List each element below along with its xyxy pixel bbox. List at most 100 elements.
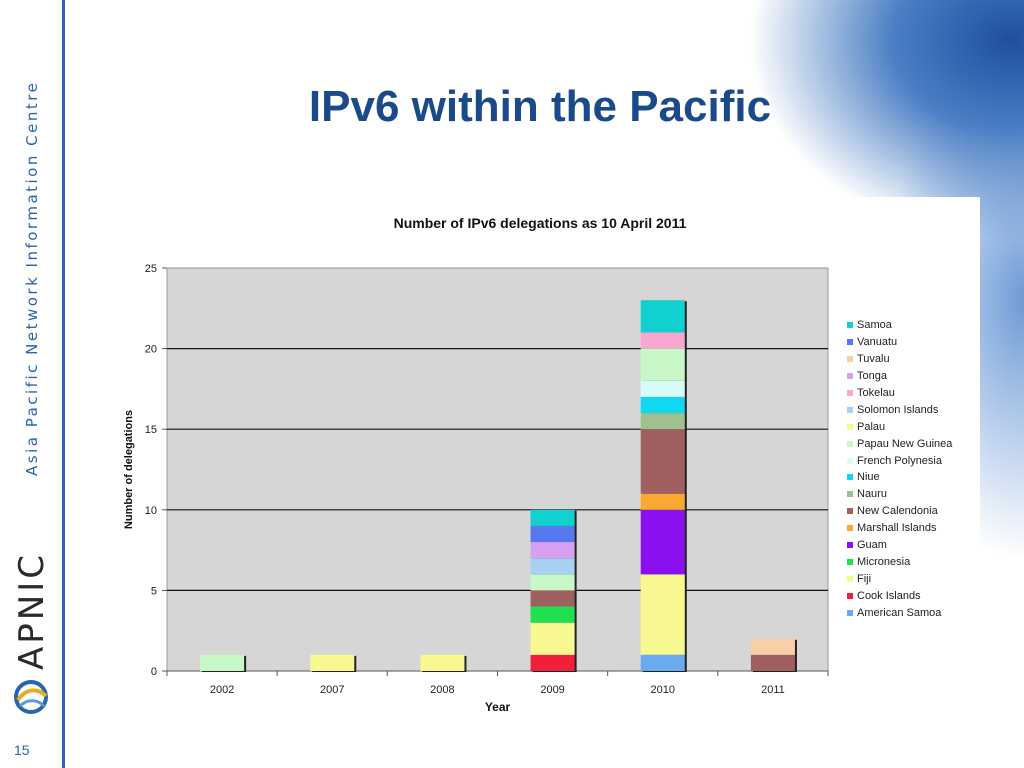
bar-segment <box>420 654 465 671</box>
y-tick-label: 25 <box>145 263 157 275</box>
y-axis-label: Number of delegations <box>123 410 135 529</box>
legend-label: Marshall Islands <box>857 522 937 535</box>
bar-segment <box>640 654 685 671</box>
legend-swatch <box>847 592 853 599</box>
x-tick-label: 2007 <box>320 684 344 696</box>
legend-swatch <box>847 491 853 498</box>
legend-item: American Samoa <box>847 604 977 621</box>
legend-swatch <box>847 339 853 346</box>
legend-swatch <box>847 356 853 363</box>
legend-item: French Polynesia <box>847 452 977 469</box>
slide-title: IPv6 within the Pacific <box>308 82 772 131</box>
legend-label: Solomon Islands <box>857 403 939 416</box>
x-tick-label: 2008 <box>430 684 454 696</box>
chart-legend: Samoa Vanuatu Tuvalu Tonga Tokelau Solomon Is… <box>847 317 977 621</box>
bar-segment <box>750 654 795 671</box>
legend-item: Guam <box>847 537 977 554</box>
legend-item: Niue <box>847 469 977 486</box>
legend-item: Tuvalu <box>847 351 977 368</box>
legend-swatch <box>847 440 853 447</box>
bar-segment <box>640 413 685 430</box>
bar-segment <box>310 654 355 671</box>
legend-item: Micronesia <box>847 553 977 570</box>
y-tick-label: 10 <box>145 505 157 517</box>
stacked-bar-chart: Number of IPv6 delegations as 10 April 2… <box>123 215 829 714</box>
legend-label: French Polynesia <box>857 454 942 467</box>
legend-swatch <box>847 406 853 413</box>
y-tick-label: 0 <box>151 666 157 678</box>
legend-swatch <box>847 474 853 481</box>
legend-item: Vanuatu <box>847 334 977 351</box>
bar-segment <box>640 380 685 397</box>
organization-name: Asia Pacific Network Information Centre <box>23 80 41 476</box>
y-tick-label: 15 <box>145 424 157 436</box>
legend-label: Niue <box>857 471 880 484</box>
bar-segment <box>530 525 575 543</box>
apnic-logo-icon <box>14 680 48 714</box>
chart-panel: Number of IPv6 delegations as 10 April 2… <box>100 197 980 720</box>
bar-segment <box>530 509 575 526</box>
bar-segment <box>530 574 575 591</box>
legend-label: Fiji <box>857 572 872 585</box>
bar-segment <box>640 509 685 575</box>
left-branding-band <box>0 0 65 768</box>
legend-swatch <box>847 373 853 380</box>
bar-segment <box>530 606 575 623</box>
bar-segment <box>530 590 575 607</box>
legend-item: Cook Islands <box>847 587 977 604</box>
legend-item: Tokelau <box>847 385 977 402</box>
legend-label: Micronesia <box>857 555 911 568</box>
legend-item: Palau <box>847 418 977 435</box>
legend-swatch <box>847 457 853 464</box>
legend-label: Tonga <box>857 370 887 383</box>
bar-segment <box>640 429 685 494</box>
bar-segment <box>640 300 685 333</box>
legend-label: Papau New Guinea <box>857 437 953 450</box>
legend-label: Samoa <box>857 319 892 332</box>
legend-item: Papau New Guinea <box>847 435 977 452</box>
legend-swatch <box>847 558 853 565</box>
legend-swatch <box>847 609 853 616</box>
legend-item: Fiji <box>847 570 977 587</box>
bar-segment <box>530 654 575 671</box>
legend-swatch <box>847 322 853 329</box>
x-tick-label: 2011 <box>761 684 785 696</box>
apnic-wordmark-text: APNIC <box>12 552 52 670</box>
legend-item: New Calendonia <box>847 503 977 520</box>
legend-label: American Samoa <box>857 606 942 619</box>
legend-item: Solomon Islands <box>847 401 977 418</box>
bar-segment <box>530 622 575 655</box>
bar-segment <box>530 542 575 559</box>
legend-label: Cook Islands <box>857 589 921 602</box>
y-tick-label: 5 <box>151 585 157 597</box>
legend-item: Nauru <box>847 486 977 503</box>
legend-swatch <box>847 423 853 430</box>
x-tick-label: 2009 <box>540 684 564 696</box>
legend-label: Vanuatu <box>857 336 898 349</box>
bar-segment <box>640 332 685 349</box>
bar-segment <box>750 638 795 655</box>
legend-label: Tuvalu <box>857 353 890 366</box>
legend-swatch <box>847 575 853 582</box>
legend-item: Samoa <box>847 317 977 334</box>
legend-label: Palau <box>857 420 886 433</box>
bar-segment <box>530 558 575 575</box>
x-tick-label: 2010 <box>651 684 675 696</box>
legend-item: Marshall Islands <box>847 520 977 537</box>
slide-number: 15 <box>14 742 30 758</box>
y-tick-label: 20 <box>145 344 157 356</box>
legend-label: Nauru <box>857 488 887 501</box>
bar-segment <box>640 348 685 381</box>
bar-segment <box>640 493 685 510</box>
bar-segment <box>640 396 685 414</box>
legend-swatch <box>847 390 853 396</box>
legend-label: Guam <box>857 539 887 552</box>
legend-label: Tokelau <box>857 387 895 399</box>
bar-segment <box>640 574 685 655</box>
legend-label: New Calendonia <box>857 505 938 518</box>
legend-swatch <box>847 542 853 549</box>
legend-swatch <box>847 508 853 515</box>
plot-area <box>166 267 829 672</box>
legend-item: Tonga <box>847 368 977 385</box>
x-tick-label: 2002 <box>210 684 234 696</box>
